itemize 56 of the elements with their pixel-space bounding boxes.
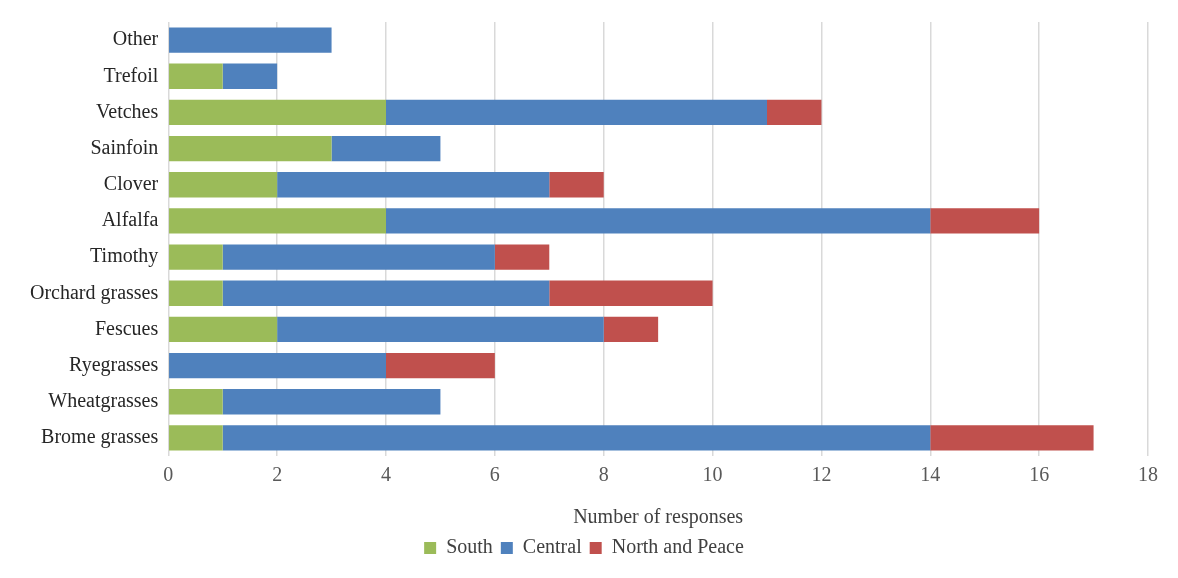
bar [386, 99, 767, 126]
x-tick-label: 4 [381, 463, 391, 486]
bar [930, 208, 1040, 234]
y-tick-label: Other [112, 27, 159, 50]
bar [222, 425, 931, 451]
bar [169, 316, 278, 343]
y-tick-label: Alfalfa [101, 208, 159, 231]
bar [930, 425, 1094, 451]
bar [169, 352, 386, 379]
bar [222, 244, 495, 270]
bar [222, 63, 278, 89]
bar [169, 99, 386, 126]
y-tick-label: Brome grasses [41, 425, 159, 449]
y-tick-label: Clover [103, 172, 159, 194]
bar [169, 208, 386, 234]
legend-label: Central [522, 535, 583, 558]
bar [549, 172, 604, 198]
bar [494, 244, 550, 270]
y-tick-label: Vetches [96, 99, 159, 122]
bar [386, 208, 931, 234]
bar [549, 280, 713, 306]
x-tick-label: 8 [598, 463, 609, 486]
bar [222, 389, 441, 415]
x-tick-label: 18 [1138, 463, 1158, 486]
y-tick-label: Sainfoin [90, 135, 159, 158]
x-tick-label: 16 [1029, 463, 1050, 486]
legend-label: South [446, 535, 493, 558]
x-tick-label: 0 [163, 463, 174, 486]
x-tick-label: 6 [489, 463, 500, 486]
y-tick-label: Trefoil [103, 63, 159, 86]
bar [169, 280, 223, 306]
bar [169, 244, 223, 270]
bar [277, 172, 550, 198]
bar [169, 135, 332, 162]
bar [603, 316, 659, 343]
bar [277, 316, 604, 343]
legend-label: North and Peace [611, 535, 744, 558]
bar [386, 352, 495, 379]
y-tick-label: Fescues [94, 316, 159, 339]
bar [169, 63, 223, 89]
bar [169, 172, 278, 198]
bar [331, 135, 441, 162]
bar [222, 280, 550, 306]
bar [169, 425, 223, 451]
x-tick-label: 10 [702, 463, 723, 486]
bar [169, 389, 223, 415]
x-tick-label: 2 [272, 463, 283, 486]
x-tick-label: 14 [920, 463, 941, 486]
bar [767, 99, 822, 126]
bar [169, 27, 332, 53]
y-tick-label: Wheatgrasses [48, 389, 159, 412]
x-axis-title: Number of responses [573, 505, 744, 529]
y-tick-label: Ryegrasses [69, 352, 159, 376]
y-tick-label: Timothy [90, 244, 159, 268]
x-tick-label: 12 [811, 463, 832, 486]
y-tick-label: Orchard grasses [30, 280, 159, 304]
